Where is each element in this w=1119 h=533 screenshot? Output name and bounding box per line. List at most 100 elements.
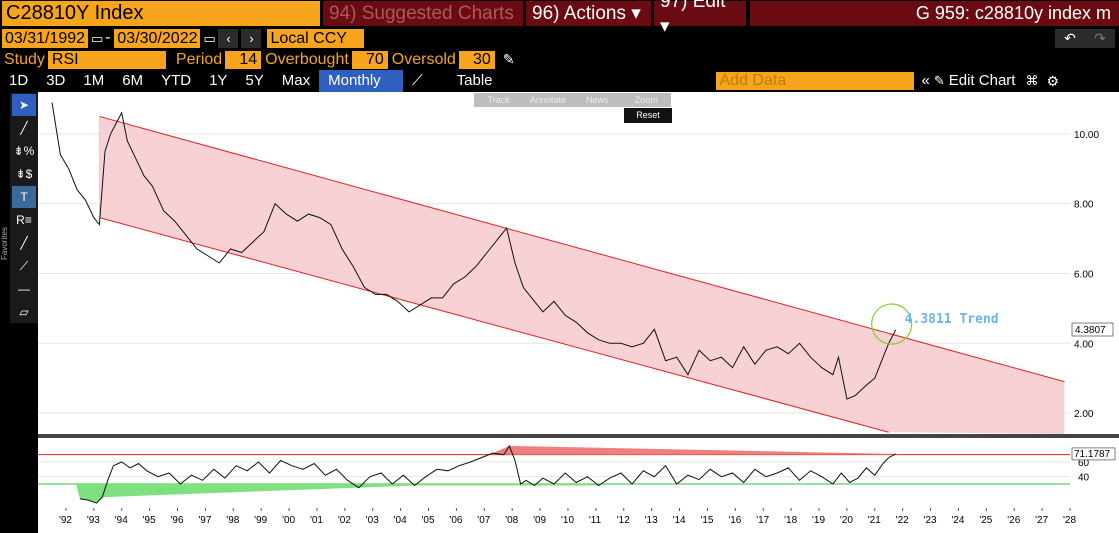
edit-menu[interactable]: 97) Edit ▾	[654, 0, 746, 37]
x-tick-label: '97	[198, 515, 211, 526]
x-tick-label: '01	[310, 515, 323, 526]
x-tick-label: '93	[87, 515, 100, 526]
period-label: Period	[175, 50, 223, 68]
price-tick-label: 8.00	[1074, 200, 1094, 211]
track-button[interactable]: Track	[487, 95, 510, 105]
tab-1y[interactable]: 1Y	[209, 72, 228, 89]
undo-icon[interactable]: ↶	[1064, 29, 1076, 46]
x-tick-label: '10	[561, 515, 574, 526]
currency-select[interactable]: Local CCY	[267, 28, 365, 48]
pointer-icon[interactable]: ➤	[12, 94, 36, 116]
x-tick-label: '17	[756, 515, 769, 526]
dollar-tool-icon[interactable]: ⇟$	[15, 167, 33, 181]
price-panel: 10.00 8.00 6.00 4.00 2.00 4.3811 Trend 4.3807	[38, 102, 1119, 438]
x-tick-label: '14	[673, 515, 686, 526]
horizontal-line-icon[interactable]: —	[18, 282, 30, 296]
period-field[interactable]: 14	[225, 50, 262, 69]
price-tick-label: 4.00	[1074, 339, 1094, 350]
suggested-charts-menu[interactable]: 94) Suggested Charts	[323, 1, 523, 26]
x-tick-label: '16	[728, 515, 741, 526]
range-bar: 1D 3D 1M 6M YTD 1Y 5Y Max Monthly ▼ ⟋ Ta…	[0, 70, 1119, 111]
tab-1m[interactable]: 1M	[83, 72, 105, 89]
ticker-field[interactable]: C28810Y Index	[2, 1, 320, 26]
price-series-line	[51, 102, 897, 400]
x-tick-label: '99	[254, 515, 267, 526]
reset-button[interactable]: Reset	[624, 108, 672, 123]
edit-chart-button[interactable]: Edit Chart	[948, 72, 1016, 89]
last-rsi-label: 71.1787	[1074, 449, 1111, 460]
calendar-icon-end[interactable]: ▭	[203, 30, 216, 46]
calendar-icon[interactable]: ▭	[91, 30, 104, 46]
x-tick-label: '24	[951, 515, 964, 526]
x-tick-label: '98	[226, 515, 239, 526]
x-axis-band	[38, 508, 1119, 533]
drawing-toolbar: ➤ ╱ ⇟% ⇟$ T R≡ ╱ ⟋ — ▱	[10, 93, 38, 323]
table-button[interactable]: Table	[456, 72, 493, 89]
line-draw-icon[interactable]: ╱	[20, 121, 28, 135]
price-tick-label: 10.00	[1074, 130, 1099, 141]
tab-6m[interactable]: 6M	[122, 72, 144, 89]
oversold-fill	[75, 484, 603, 504]
x-tick-label: '28	[1063, 515, 1076, 526]
rsi-panel: 60 40 71.1787	[38, 438, 1116, 508]
text-tool-icon[interactable]: T	[12, 186, 36, 208]
x-tick-label: '07	[477, 515, 490, 526]
x-tick-label: '02	[338, 515, 351, 526]
pencil-icon[interactable]: ✎	[502, 51, 515, 67]
price-tick-label: 2.00	[1074, 409, 1094, 420]
oversold-field[interactable]: 30	[458, 50, 495, 69]
tab-max[interactable]: Max	[281, 72, 311, 89]
pencil-edit-icon[interactable]: ✎	[933, 73, 945, 88]
frequency-select[interactable]: Monthly ▼	[319, 70, 404, 111]
trend-line-icon[interactable]: ╱	[20, 236, 28, 250]
overbought-fill	[489, 445, 899, 455]
collapse-icon[interactable]: «	[921, 72, 930, 89]
annotate-button[interactable]: Annotate	[529, 95, 566, 105]
end-date-field[interactable]: 03/30/2022	[114, 28, 201, 48]
prev-period-button[interactable]: ‹	[218, 28, 239, 48]
channel-icon[interactable]: ▱	[19, 305, 29, 319]
x-tick-label: '12	[617, 515, 630, 526]
zoom-button[interactable]: Zoom	[634, 95, 658, 105]
ruler-tool-icon[interactable]: R≡	[16, 213, 32, 227]
x-tick-label: '08	[505, 515, 518, 526]
trend-channel-fill	[99, 116, 1065, 434]
favorites-tab[interactable]: Favorites	[0, 227, 9, 260]
tab-3d[interactable]: 3D	[46, 72, 66, 89]
x-tick-label: '03	[366, 515, 379, 526]
date-bar: 03/31/1992 ▭ - 03/30/2022 ▭ ‹ › Local CC…	[0, 27, 1119, 49]
rsi-tick-label: 60	[1078, 458, 1090, 469]
ray-line-icon[interactable]: ⟋	[19, 259, 29, 273]
x-tick-label: '04	[394, 515, 407, 526]
panel-separator	[38, 434, 1119, 438]
x-tick-label: '25	[979, 515, 992, 526]
x-tick-label: '95	[143, 515, 156, 526]
channel-upper-line	[99, 115, 1065, 383]
percent-tool-icon[interactable]: ⇟%	[13, 144, 35, 158]
x-tick-label: '06	[449, 515, 462, 526]
x-tick-label: '19	[812, 515, 825, 526]
redo-icon[interactable]: ↷	[1094, 29, 1106, 46]
x-tick-label: '09	[533, 515, 546, 526]
tab-5y[interactable]: 5Y	[245, 72, 264, 89]
x-tick-label: '26	[1007, 515, 1020, 526]
actions-menu[interactable]: 96) Actions ▾	[526, 1, 651, 26]
rsi-tick-label: 40	[1078, 473, 1090, 484]
overbought-field[interactable]: 70	[351, 50, 388, 69]
date-separator: -	[105, 29, 111, 46]
news-button[interactable]: News	[585, 95, 609, 105]
chart-area[interactable]: 10.008.006.004.002.004.3811 Trend4.3807 …	[38, 92, 1119, 533]
tab-ytd[interactable]: YTD	[161, 72, 192, 89]
last-price-badge	[1071, 322, 1114, 337]
x-tick-label: '18	[784, 515, 797, 526]
tab-1d[interactable]: 1D	[9, 72, 29, 89]
next-period-button[interactable]: ›	[241, 28, 262, 48]
gear-icon[interactable]: ⚙	[1046, 72, 1060, 89]
start-date-field[interactable]: 03/31/1992	[2, 28, 89, 48]
line-chart-icon[interactable]: ⟋	[412, 72, 423, 89]
study-select[interactable]: RSI	[47, 50, 166, 69]
add-data-input[interactable]: Add Data	[715, 72, 914, 90]
x-tick-label: '05	[422, 515, 435, 526]
annotation-icon[interactable]: ⌘	[1025, 73, 1039, 88]
x-tick-label: '00	[282, 515, 295, 526]
